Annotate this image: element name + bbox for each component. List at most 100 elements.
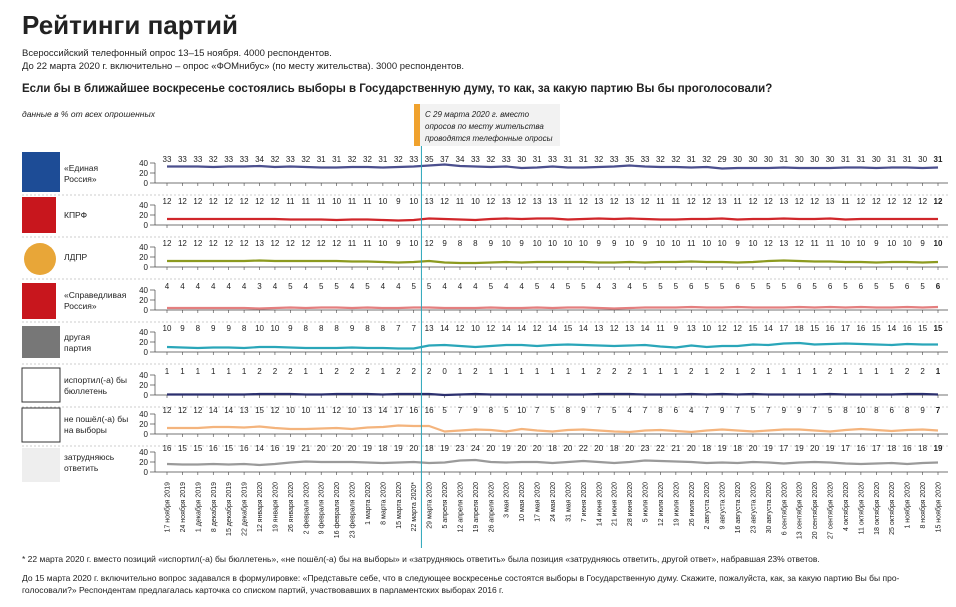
- y-tick-label: 0: [144, 348, 149, 357]
- value-label: 16: [270, 444, 279, 453]
- value-label: 9: [735, 239, 740, 248]
- value-label: 8: [304, 324, 309, 333]
- y-tick-label: 0: [144, 263, 149, 272]
- value-label: 12: [764, 197, 773, 206]
- value-label: 4: [273, 282, 278, 291]
- footnote: голосовали?» Респондентам предлагалась к…: [22, 585, 503, 595]
- value-label: 32: [363, 155, 372, 164]
- x-tick-label: 19 января 2020: [272, 482, 279, 532]
- value-label: 22: [579, 444, 588, 453]
- value-label: 12: [456, 324, 465, 333]
- value-label: 1: [196, 367, 201, 376]
- value-label: 11: [656, 197, 665, 206]
- value-label: 2: [473, 367, 478, 376]
- value-label: 18: [548, 444, 557, 453]
- value-label: 33: [224, 155, 233, 164]
- value-label: 1: [180, 367, 185, 376]
- y-tick-label: 40: [139, 286, 148, 295]
- value-label: 5: [751, 282, 756, 291]
- value-label: 5: [828, 406, 833, 415]
- value-label: 11: [363, 239, 372, 248]
- series-line: [166, 458, 939, 467]
- value-label: 2: [920, 367, 925, 376]
- value-label: 31: [563, 155, 572, 164]
- value-label: 10: [841, 239, 850, 248]
- x-tick-label: 9 августа 2020: [720, 482, 727, 530]
- value-label: 11: [841, 197, 850, 206]
- value-label: 9: [350, 324, 355, 333]
- value-label: 15: [872, 324, 881, 333]
- value-label: 10: [409, 197, 418, 206]
- value-label: 4: [226, 282, 231, 291]
- value-label: 11: [687, 239, 696, 248]
- value-label: 5: [504, 406, 509, 415]
- value-label: 9: [874, 239, 879, 248]
- y-tick-label: 40: [139, 448, 148, 457]
- value-label: 30: [517, 155, 526, 164]
- x-tick-label: 13 сентября 2020: [796, 482, 804, 539]
- value-label: 13: [826, 197, 835, 206]
- value-label: 4: [442, 282, 447, 291]
- x-tick-label: 4 октября 2020: [842, 482, 850, 531]
- x-tick-label: 12 июля 2020: [658, 482, 665, 526]
- value-label: 11: [564, 197, 573, 206]
- x-tick-label: 5 апреля 2020: [442, 482, 449, 529]
- value-label: 19: [826, 444, 835, 453]
- value-label: 32: [486, 155, 495, 164]
- value-label: 21: [301, 444, 310, 453]
- value-label: 32: [348, 155, 357, 164]
- value-label: 1: [211, 367, 216, 376]
- value-label: 1: [843, 367, 848, 376]
- value-label: 14: [255, 444, 264, 453]
- value-label: 23: [641, 444, 650, 453]
- value-label: 4: [165, 282, 170, 291]
- value-label: 11: [286, 197, 295, 206]
- value-label: 13: [594, 324, 603, 333]
- value-label: 10: [856, 239, 865, 248]
- value-label: 5: [782, 282, 787, 291]
- value-label: 14: [764, 324, 773, 333]
- value-label: 13: [625, 197, 634, 206]
- value-label: 5: [890, 282, 895, 291]
- value-label: 9: [226, 324, 231, 333]
- series-name: «Единая Россия»: [64, 163, 99, 184]
- value-label: 19: [363, 444, 372, 453]
- value-label: 4: [504, 282, 509, 291]
- value-label: 4: [211, 282, 216, 291]
- value-label: 10: [270, 324, 279, 333]
- value-label: 14: [224, 406, 233, 415]
- x-tick-label: 15 ноября 2020: [935, 482, 943, 533]
- value-label: 15: [193, 444, 202, 453]
- value-label: 3: [257, 282, 262, 291]
- subtitle: До 22 марта 2020 г. включительно – опрос…: [22, 61, 464, 72]
- x-tick-label: 12 апреля 2020: [457, 482, 464, 532]
- value-label: 12: [270, 406, 279, 415]
- x-tick-label: 24 мая 2020: [550, 482, 557, 522]
- value-label: 1: [581, 367, 586, 376]
- value-label: 5: [704, 282, 709, 291]
- value-label: 1: [643, 367, 648, 376]
- value-label: 33: [502, 155, 511, 164]
- value-label: 1: [674, 367, 679, 376]
- value-label: 4: [381, 282, 386, 291]
- value-label: 15: [810, 324, 819, 333]
- value-label: 4: [550, 282, 555, 291]
- value-label: 12: [918, 197, 927, 206]
- value-label: 12: [486, 324, 495, 333]
- value-label: 9: [674, 324, 679, 333]
- value-label: 12: [610, 197, 619, 206]
- value-label: 18: [610, 444, 619, 453]
- value-label: 17: [872, 444, 881, 453]
- value-label: 7: [766, 406, 771, 415]
- value-label: 15: [255, 406, 264, 415]
- value-label: 20: [810, 444, 819, 453]
- value-label: 20: [687, 444, 696, 453]
- value-label: 34: [255, 155, 264, 164]
- value-label: 13: [779, 197, 788, 206]
- x-tick-label: 8 декабря 2019: [210, 482, 218, 532]
- y-tick-label: 0: [144, 430, 149, 439]
- x-tick-label: 12 января 2020: [257, 482, 264, 532]
- value-label: 8: [489, 406, 494, 415]
- x-tick-label: 10 мая 2020: [519, 482, 526, 522]
